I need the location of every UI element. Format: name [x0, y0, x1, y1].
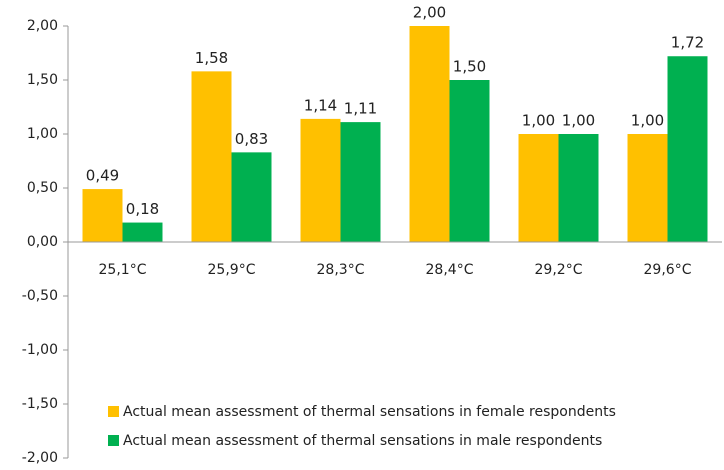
value-label: 1,00: [631, 112, 664, 130]
y-tick-label: 2,00: [27, 18, 58, 34]
value-label: 1,58: [195, 49, 228, 67]
bar: [627, 134, 668, 242]
x-tick-label: 29,6°C: [644, 262, 692, 278]
y-tick-label: -1,50: [22, 396, 58, 412]
x-tick-label: 25,9°C: [208, 262, 256, 278]
y-tick-label: 1,00: [27, 126, 58, 142]
bar: [340, 122, 381, 242]
bar: [300, 118, 341, 242]
legend-label: Actual mean assessment of thermal sensat…: [123, 404, 616, 420]
y-tick-label: -1,00: [22, 342, 58, 358]
value-label: 1,11: [344, 100, 377, 118]
y-tick-label: 0,50: [27, 180, 58, 196]
value-label: 1,00: [562, 112, 595, 130]
bar: [449, 80, 490, 242]
bar: [409, 26, 450, 242]
x-tick-label: 28,4°C: [426, 262, 474, 278]
bar: [558, 134, 599, 242]
bar: [82, 189, 123, 242]
value-label: 0,18: [126, 200, 159, 218]
x-tick-label: 25,1°C: [99, 262, 147, 278]
bar: [518, 134, 559, 242]
y-tick-label: 0,00: [27, 234, 58, 250]
y-tick-label: -2,00: [22, 450, 58, 466]
bar: [122, 222, 163, 242]
bar: [191, 71, 232, 242]
bar: [667, 56, 708, 242]
value-label: 2,00: [413, 4, 446, 22]
y-tick-label: -0,50: [22, 288, 58, 304]
value-label: 1,72: [671, 34, 704, 52]
value-label: 0,49: [86, 167, 119, 185]
value-label: 0,83: [235, 130, 268, 148]
x-tick-label: 28,3°C: [317, 262, 365, 278]
value-label: 1,14: [304, 96, 337, 114]
legend-label: Actual mean assessment of thermal sensat…: [123, 433, 602, 449]
value-label: 1,00: [522, 112, 555, 130]
bar: [231, 152, 272, 242]
x-tick-label: 29,2°C: [535, 262, 583, 278]
y-tick-label: 1,50: [27, 72, 58, 88]
legend-swatch: [108, 435, 119, 446]
legend-swatch: [108, 406, 119, 417]
value-label: 1,50: [453, 58, 486, 76]
